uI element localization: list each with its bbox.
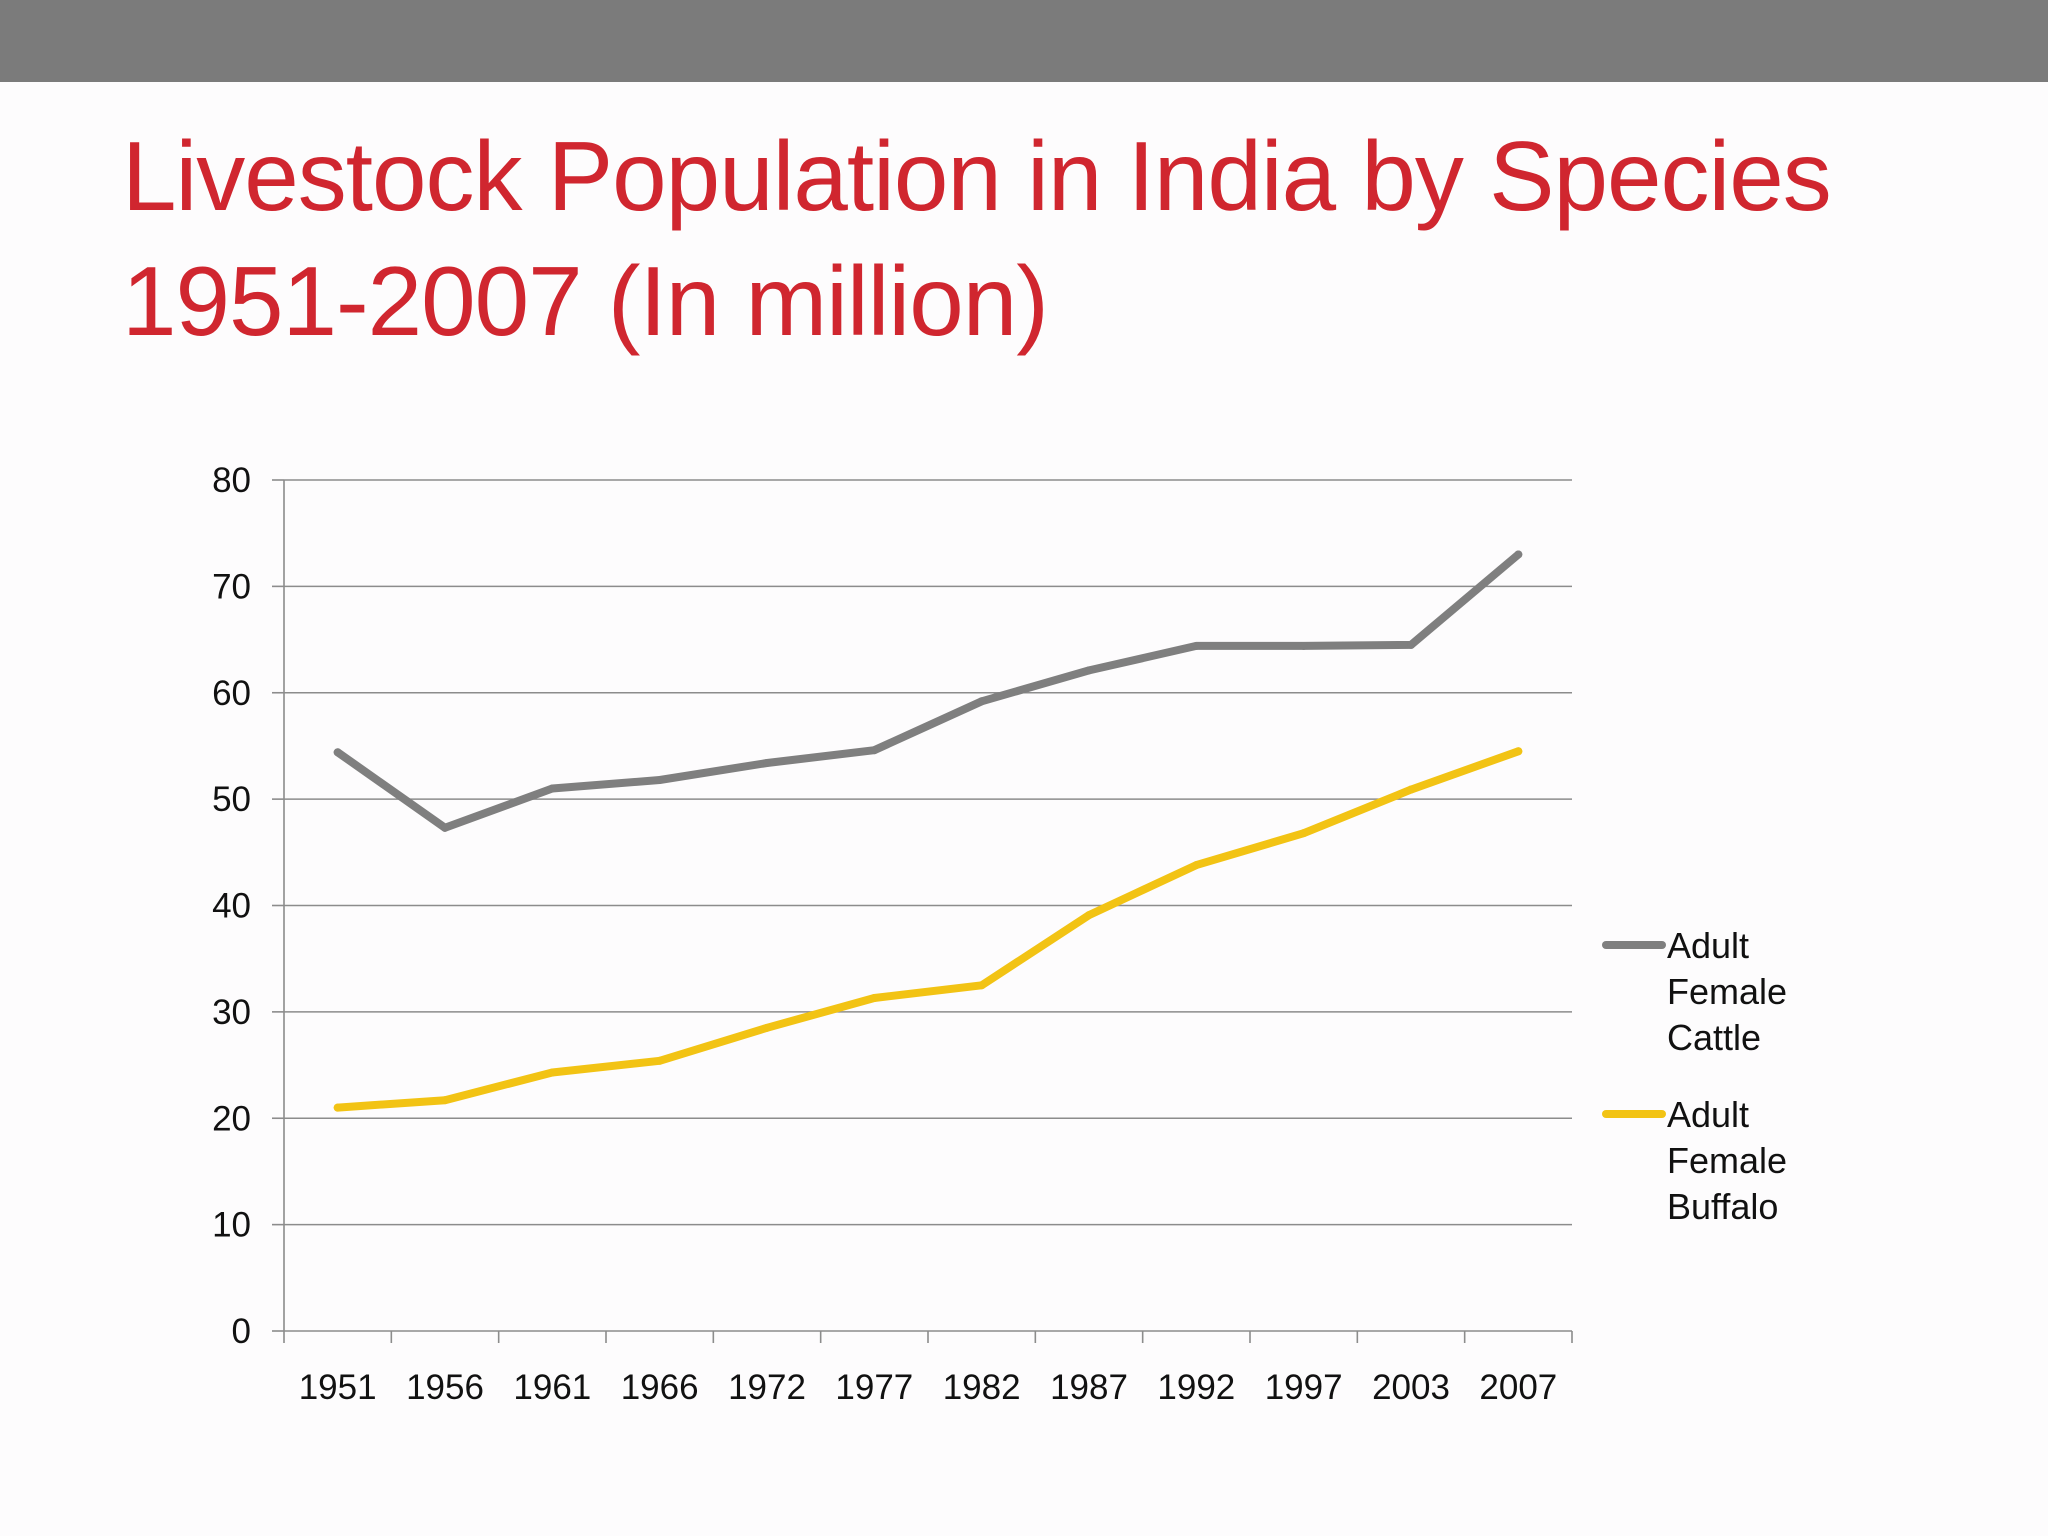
legend-label-1: Adult xyxy=(1667,925,1749,966)
data-point xyxy=(870,994,879,1003)
data-point xyxy=(1192,641,1201,650)
series-line-2 xyxy=(333,747,1523,1112)
data-point xyxy=(1407,785,1415,794)
data-point xyxy=(763,1023,771,1032)
data-point xyxy=(333,1103,342,1112)
data-point xyxy=(441,823,449,832)
data-point xyxy=(1192,861,1201,870)
x-tick-label: 1972 xyxy=(728,1368,806,1407)
data-point xyxy=(1085,666,1093,675)
series-line-1 xyxy=(333,550,1523,832)
data-point xyxy=(1514,550,1523,559)
data-point xyxy=(1299,829,1308,838)
series-layer xyxy=(333,550,1523,1112)
y-tick-label: 0 xyxy=(232,1312,251,1351)
data-point xyxy=(763,758,771,767)
x-tick-label: 1992 xyxy=(1157,1368,1235,1407)
x-tick-label: 2003 xyxy=(1372,1368,1450,1407)
legend-label-2: Adult xyxy=(1667,1094,1749,1135)
slide-title: Livestock Population in India by Species… xyxy=(122,114,1922,364)
data-point xyxy=(655,775,664,784)
y-tick-label: 10 xyxy=(212,1206,251,1245)
x-axis: 1951 1956 1961 1966 1972 1977 1982 1987 1992 1997… xyxy=(283,1330,1573,1407)
x-tick-label: 1982 xyxy=(943,1368,1021,1407)
legend: Adult Female Cattle Adult Female Buffalo xyxy=(1602,925,1787,1227)
legend-label-1: Cattle xyxy=(1667,1017,1761,1058)
data-point xyxy=(977,981,986,990)
data-point xyxy=(1407,640,1415,649)
y-tick-label: 50 xyxy=(212,780,251,819)
x-tick-label: 1956 xyxy=(406,1368,484,1407)
data-point xyxy=(1085,911,1093,920)
x-tick-label: 1997 xyxy=(1265,1368,1343,1407)
y-tick-label: 30 xyxy=(212,993,251,1032)
x-tick-label: 1987 xyxy=(1050,1368,1128,1407)
legend-label-1: Female xyxy=(1667,971,1787,1012)
data-point xyxy=(333,748,342,757)
data-point xyxy=(548,784,557,793)
legend-label-2: Buffalo xyxy=(1667,1186,1778,1227)
legend-label-2: Female xyxy=(1667,1140,1787,1181)
x-tick-label: 1961 xyxy=(513,1368,591,1407)
y-axis: 0 10 20 30 40 50 60 70 80 xyxy=(212,461,285,1351)
header-bar xyxy=(0,0,2048,82)
data-point xyxy=(548,1068,557,1077)
data-point xyxy=(870,746,879,755)
data-point xyxy=(1514,747,1523,756)
title-line-2: 1951-2007 (In million) xyxy=(122,246,1049,356)
data-point xyxy=(977,697,986,706)
y-tick-label: 60 xyxy=(212,674,251,713)
data-point xyxy=(1299,641,1308,650)
title-line-1: Livestock Population in India by Species xyxy=(122,121,1832,231)
y-tick-label: 20 xyxy=(212,1099,251,1138)
x-tick-label: 1977 xyxy=(835,1368,913,1407)
y-tick-label: 80 xyxy=(212,461,251,500)
x-tick-label: 1966 xyxy=(621,1368,699,1407)
y-tick-label: 70 xyxy=(212,567,251,606)
gridlines xyxy=(284,479,1572,1226)
y-tick-label: 40 xyxy=(212,887,251,926)
data-point xyxy=(655,1056,664,1065)
x-tick-label: 1951 xyxy=(299,1368,377,1407)
data-point xyxy=(441,1096,449,1105)
x-tick-label: 2007 xyxy=(1479,1368,1557,1407)
